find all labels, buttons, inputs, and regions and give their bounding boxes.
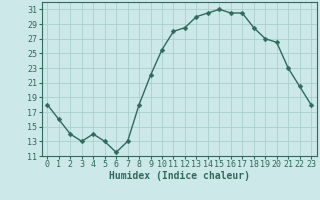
X-axis label: Humidex (Indice chaleur): Humidex (Indice chaleur) [109, 171, 250, 181]
